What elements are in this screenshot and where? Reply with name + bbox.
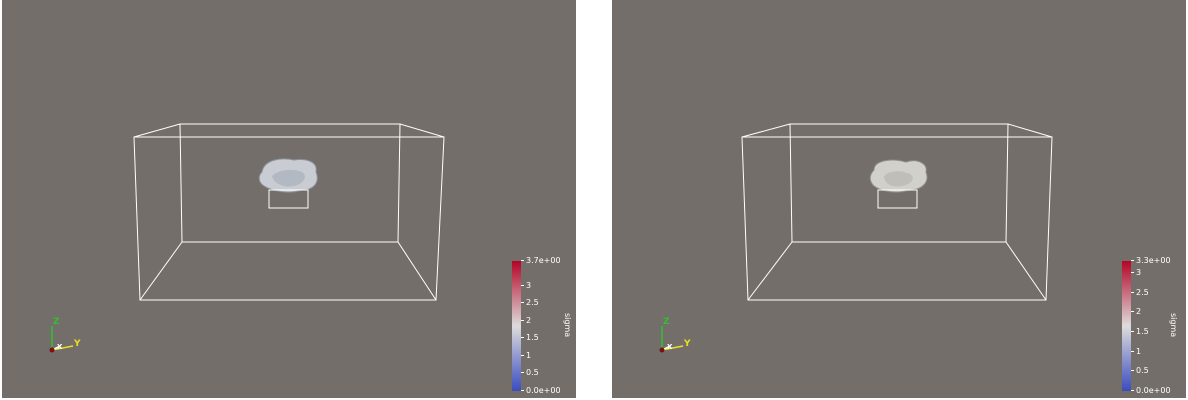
colorbar-tick-label: 2.5 — [521, 299, 539, 307]
isosurface-blob — [869, 159, 928, 193]
inner-box — [268, 189, 309, 209]
colorbar-left[interactable] — [512, 261, 521, 391]
outline-box — [741, 123, 1053, 301]
colorbar-title: sigma — [1169, 313, 1178, 338]
colorbar-tick-label: 1 — [521, 351, 531, 360]
render-view-right[interactable]: Z Y X 0.0e+00 0.5 1 1.5 2 2.5 3 3.3e+00 sigma — [612, 0, 1186, 398]
colorbar-tick-label: 0.5 — [1131, 367, 1149, 375]
outline-box — [133, 123, 445, 301]
axis-x-label: X — [667, 343, 673, 351]
render-view-left[interactable]: Z Y X 0.0e+00 0.5 1 1.5 2 2.5 3 3.7e+00 sigma — [2, 0, 576, 398]
scene-right — [659, 123, 1053, 353]
axes-triad — [49, 326, 74, 353]
colorbar-tick-label: 0.5 — [521, 369, 539, 377]
colorbar-tick-label: 2 — [1131, 308, 1141, 316]
colorbar-tick-label: 3.3e+00 — [1131, 257, 1171, 265]
axis-y-label: Y — [684, 339, 691, 349]
axis-x-label: X — [57, 343, 63, 351]
colorbar-tick-label: 1.5 — [1131, 327, 1149, 336]
colorbar-right[interactable] — [1122, 261, 1131, 391]
colorbar-tick-label: 0.0e+00 — [521, 387, 561, 395]
colorbar-tick-label: 2.5 — [1131, 288, 1149, 297]
axis-z-label: Z — [663, 317, 670, 327]
colorbar-tick-label: 1 — [1131, 347, 1141, 356]
axis-z-label: Z — [53, 317, 60, 327]
colorbar-tick-label: 1.5 — [521, 334, 539, 342]
scene-left — [49, 123, 445, 353]
axes-triad — [659, 326, 684, 353]
colorbar-tick-label: 0.0e+00 — [1131, 387, 1171, 395]
colorbar-tick-label: 3 — [1131, 268, 1141, 277]
colorbar-tick-label: 3.7e+00 — [521, 257, 561, 265]
colorbar-tick-label: 2 — [521, 316, 531, 325]
colorbar-tick-label: 3 — [521, 281, 531, 290]
isosurface-blob — [258, 158, 318, 193]
axis-y-label: Y — [74, 339, 81, 349]
inner-box — [877, 189, 918, 209]
colorbar-title: sigma — [563, 313, 572, 338]
